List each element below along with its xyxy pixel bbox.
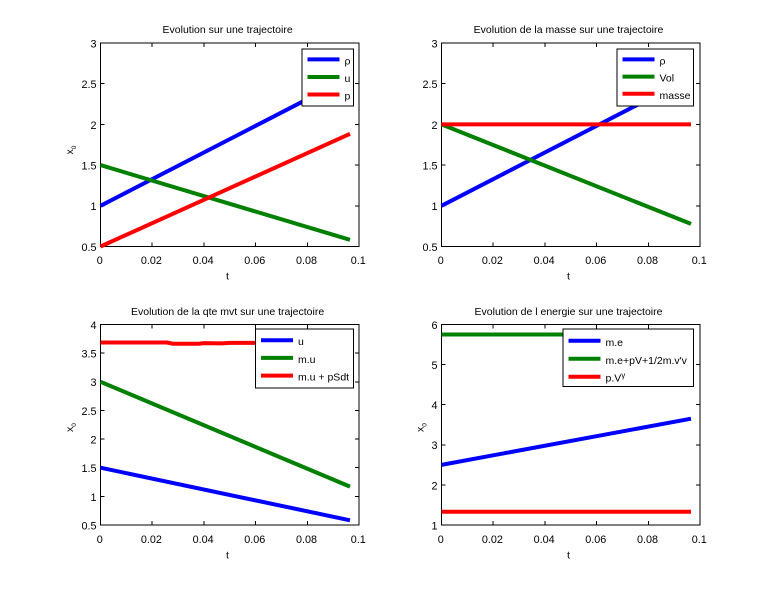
svg-text:4: 4 (431, 400, 437, 412)
svg-text:0.06: 0.06 (244, 255, 265, 267)
svg-text:0.02: 0.02 (141, 534, 162, 546)
svg-text:0.5: 0.5 (81, 520, 96, 532)
svg-text:0.06: 0.06 (585, 534, 606, 546)
svg-text:x0: x0 (415, 423, 429, 432)
svg-text:3.5: 3.5 (81, 349, 96, 361)
svg-text:x0: x0 (64, 145, 78, 154)
svg-text:0.1: 0.1 (692, 255, 707, 267)
svg-text:0.08: 0.08 (296, 255, 317, 267)
svg-text:u: u (345, 73, 351, 85)
svg-text:2: 2 (431, 120, 437, 132)
svg-text:2.5: 2.5 (81, 406, 96, 418)
svg-text:0.06: 0.06 (244, 534, 265, 546)
svg-text:Evolution de la qte mvt sur un: Evolution de la qte mvt sur une trajecto… (131, 306, 324, 318)
svg-text:m.e: m.e (606, 337, 624, 349)
svg-text:t: t (226, 271, 229, 283)
svg-text:1: 1 (90, 201, 96, 213)
svg-text:2: 2 (90, 435, 96, 447)
svg-text:ρ: ρ (660, 55, 666, 67)
svg-text:t: t (567, 271, 570, 283)
svg-text:1: 1 (431, 201, 437, 213)
svg-text:3: 3 (90, 38, 96, 50)
svg-text:0.08: 0.08 (637, 534, 658, 546)
svg-text:p: p (345, 91, 351, 103)
svg-text:1.5: 1.5 (81, 463, 96, 475)
svg-text:Evolution de la masse sur une: Evolution de la masse sur une trajectoir… (474, 24, 664, 36)
svg-text:u: u (298, 336, 304, 348)
svg-text:Evolution de l energie sur une: Evolution de l energie sur une trajectoi… (475, 306, 663, 318)
svg-text:1: 1 (90, 492, 96, 504)
svg-text:0.1: 0.1 (351, 255, 366, 267)
svg-text:t: t (567, 550, 570, 562)
svg-text:2.5: 2.5 (422, 79, 437, 91)
svg-text:0.02: 0.02 (141, 255, 162, 267)
svg-text:0: 0 (438, 255, 444, 267)
svg-text:masse: masse (660, 90, 691, 102)
svg-text:2: 2 (90, 120, 96, 132)
svg-text:3: 3 (431, 38, 437, 50)
svg-text:0: 0 (97, 255, 103, 267)
svg-text:0.08: 0.08 (296, 534, 317, 546)
svg-text:m.u: m.u (298, 354, 316, 366)
svg-text:5: 5 (431, 360, 437, 372)
svg-text:2: 2 (431, 480, 437, 492)
svg-text:1: 1 (431, 520, 437, 532)
svg-text:0.02: 0.02 (482, 534, 503, 546)
svg-text:4: 4 (90, 320, 96, 332)
svg-text:0.1: 0.1 (692, 534, 707, 546)
svg-text:m.u + pSdt: m.u + pSdt (298, 372, 349, 384)
svg-text:1.5: 1.5 (422, 161, 437, 173)
svg-text:1.5: 1.5 (81, 161, 96, 173)
svg-text:0.5: 0.5 (81, 242, 96, 254)
svg-text:0: 0 (438, 534, 444, 546)
svg-text:0.5: 0.5 (422, 242, 437, 254)
svg-text:0.06: 0.06 (585, 255, 606, 267)
svg-text:Vol: Vol (660, 73, 675, 85)
svg-text:0.02: 0.02 (482, 255, 503, 267)
svg-text:0.08: 0.08 (637, 255, 658, 267)
svg-text:0.04: 0.04 (193, 255, 214, 267)
svg-text:0.04: 0.04 (193, 534, 214, 546)
svg-text:2.5: 2.5 (81, 79, 96, 91)
svg-text:m.e+pV+1/2m.v'v: m.e+pV+1/2m.v'v (606, 355, 688, 367)
svg-text:3: 3 (90, 377, 96, 389)
svg-text:0.04: 0.04 (534, 534, 555, 546)
svg-text:ρ: ρ (345, 55, 351, 67)
svg-text:x0: x0 (64, 423, 78, 432)
svg-text:6: 6 (431, 320, 437, 332)
svg-text:0.1: 0.1 (351, 534, 366, 546)
svg-text:p.Vγ: p.Vγ (606, 371, 626, 385)
svg-text:t: t (226, 550, 229, 562)
svg-text:3: 3 (431, 440, 437, 452)
svg-text:0.04: 0.04 (534, 255, 555, 267)
svg-text:Evolution sur une trajectoire: Evolution sur une trajectoire (163, 24, 293, 36)
svg-text:0: 0 (97, 534, 103, 546)
